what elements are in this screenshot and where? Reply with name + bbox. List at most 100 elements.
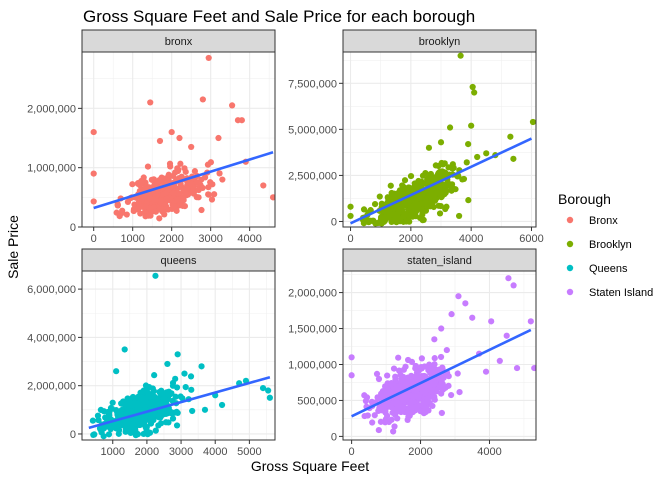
data-point	[177, 181, 184, 188]
x-tick-label: 3000	[169, 446, 193, 458]
data-point	[147, 399, 155, 406]
data-point	[438, 409, 445, 417]
data-point	[138, 195, 145, 202]
data-point	[181, 165, 188, 172]
data-point	[465, 141, 472, 148]
data-point	[158, 177, 165, 184]
data-point	[439, 364, 446, 371]
data-point	[146, 429, 154, 436]
data-point	[156, 388, 163, 396]
data-point	[404, 200, 411, 207]
data-point	[438, 325, 445, 332]
data-point	[172, 375, 179, 382]
data-point	[419, 388, 427, 395]
data-point	[425, 407, 432, 414]
data-point	[199, 96, 206, 103]
regression-line	[351, 328, 532, 418]
data-point	[429, 379, 436, 386]
y-tick-label: 0	[331, 431, 337, 443]
data-point	[90, 170, 97, 177]
data-point	[147, 99, 154, 106]
data-point	[165, 388, 172, 395]
data-point	[187, 373, 195, 380]
data-point	[168, 128, 175, 136]
x-tick-label: 1000	[120, 233, 144, 245]
data-point	[117, 412, 124, 419]
data-point	[96, 425, 104, 432]
data-point	[425, 144, 433, 151]
data-point	[425, 200, 432, 208]
y-tick-label: 2,000,000	[288, 288, 337, 300]
data-point	[89, 417, 96, 424]
data-point	[97, 406, 105, 414]
data-point	[448, 391, 455, 399]
data-point	[90, 128, 97, 136]
data-point	[391, 423, 398, 430]
data-point	[129, 181, 136, 188]
data-point	[108, 405, 116, 412]
data-point	[513, 364, 521, 372]
data-point	[376, 193, 383, 200]
data-point	[129, 393, 137, 401]
data-point	[107, 425, 114, 432]
data-point	[374, 394, 381, 401]
data-point	[482, 368, 490, 375]
data-point	[142, 424, 149, 431]
x-tick-label: 3000	[198, 233, 222, 245]
data-point	[361, 392, 368, 399]
legend-key	[566, 288, 574, 296]
data-point	[404, 356, 412, 364]
data-point	[450, 164, 457, 171]
data-point	[348, 372, 355, 379]
x-tick-label: 0	[349, 446, 355, 458]
data-point	[113, 368, 120, 375]
data-point	[425, 191, 432, 198]
x-tick-label: 4000	[237, 233, 261, 245]
data-point	[140, 430, 147, 438]
data-point	[369, 217, 376, 224]
data-point	[483, 150, 490, 157]
y-tick-label: 1,000,000	[27, 163, 76, 175]
data-point	[123, 211, 130, 218]
data-point	[158, 410, 165, 417]
data-point	[198, 363, 205, 370]
regression-line	[349, 137, 533, 225]
data-point	[406, 412, 413, 419]
data-point	[156, 137, 164, 145]
data-point	[439, 381, 446, 388]
data-point	[201, 406, 209, 413]
data-point	[188, 386, 195, 393]
data-point	[259, 384, 267, 392]
data-point	[155, 401, 162, 408]
data-point	[178, 173, 185, 180]
y-tick-label: 1,000,000	[288, 359, 337, 371]
data-point	[151, 372, 158, 379]
data-point	[124, 424, 132, 432]
data-point	[450, 185, 457, 192]
data-point	[439, 386, 447, 393]
x-tick-label: 2000	[135, 446, 159, 458]
data-point	[421, 363, 428, 370]
data-point	[138, 203, 145, 210]
data-point	[364, 412, 371, 419]
y-tick-label: 0	[70, 222, 76, 234]
data-point	[91, 431, 98, 438]
data-point	[469, 314, 476, 321]
data-point	[144, 163, 152, 170]
panel-staten_island: staten_island 0 2000 4000 0 500,000 1,000,000 1…	[288, 248, 537, 458]
data-point	[348, 354, 355, 361]
data-point	[443, 346, 450, 354]
data-point	[465, 197, 472, 204]
data-point	[179, 395, 186, 402]
x-tick-label: 2000	[408, 446, 432, 458]
data-point	[138, 416, 145, 424]
data-point	[375, 375, 383, 383]
y-tick-label: 0	[70, 429, 76, 441]
data-point	[417, 408, 424, 415]
data-point	[145, 212, 152, 219]
x-tick-label: 4000	[477, 446, 501, 458]
data-point	[265, 387, 272, 394]
data-point	[439, 161, 446, 168]
data-point	[433, 388, 440, 395]
data-point	[399, 182, 406, 189]
